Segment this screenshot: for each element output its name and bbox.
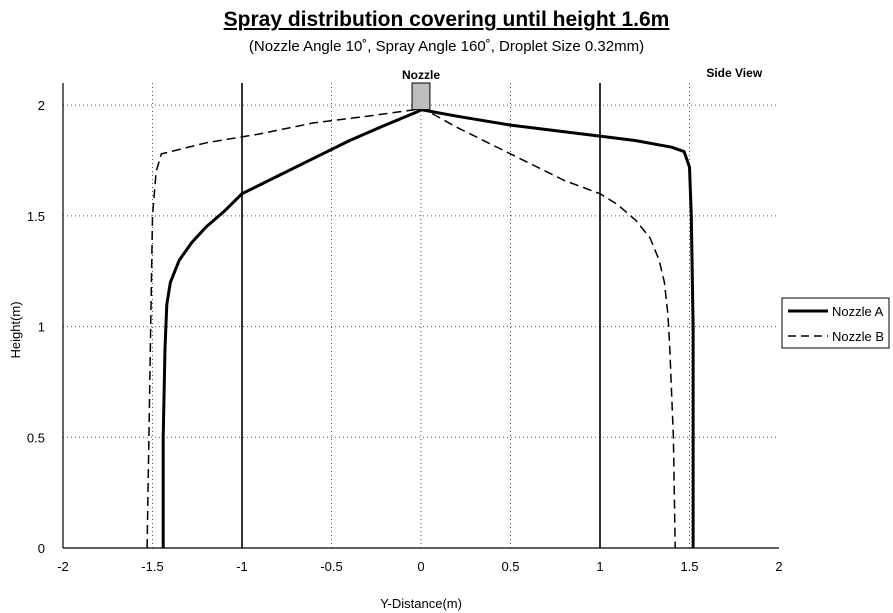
x-tick-label: 1.5 — [680, 559, 698, 574]
y-tick-label: 0 — [38, 541, 45, 556]
nozzle-label: Nozzle — [402, 68, 440, 82]
legend-box — [781, 297, 890, 349]
legend: Nozzle A Nozzle B — [781, 297, 890, 349]
side-view-label: Side View — [706, 66, 762, 80]
guide-lines — [241, 83, 601, 548]
axes — [62, 83, 779, 549]
series-line-nozzle-a — [161, 108, 695, 548]
chart-title: Spray distribution covering until height… — [223, 8, 670, 31]
x-tick-label: -1.5 — [141, 559, 163, 574]
x-tick-label: 2 — [775, 559, 782, 574]
y-axis-label: Height(m) — [8, 301, 23, 358]
x-tick-label: -2 — [57, 559, 69, 574]
x-tick-label: 0 — [417, 559, 424, 574]
y-tick-label: 1 — [38, 320, 45, 335]
chart-subtitle: (Nozzle Angle 10˚, Spray Angle 160˚, Dro… — [248, 38, 645, 55]
legend-label-nozzle-a: Nozzle A — [832, 304, 884, 319]
x-tick-label: -1 — [236, 559, 248, 574]
y-tick-label: 1.5 — [27, 209, 45, 224]
grid — [63, 83, 779, 548]
nozzle-marker — [411, 82, 431, 111]
tick-labels: -2 -1.5 -1 -0.5 0 0.5 1 1.5 2 0 0.5 1 1.5 2 — [27, 98, 783, 574]
x-axis-label: Y-Distance(m) — [380, 596, 462, 611]
legend-label-nozzle-b: Nozzle B — [832, 329, 884, 344]
y-tick-label: 2 — [38, 98, 45, 113]
x-tick-label: 1 — [596, 559, 603, 574]
x-tick-label: -0.5 — [320, 559, 342, 574]
series-line-nozzle-b — [146, 106, 676, 549]
annotations: Nozzle Side View — [402, 66, 763, 111]
series-group — [146, 106, 695, 549]
x-tick-label: 0.5 — [501, 559, 519, 574]
y-tick-label: 0.5 — [27, 430, 45, 445]
